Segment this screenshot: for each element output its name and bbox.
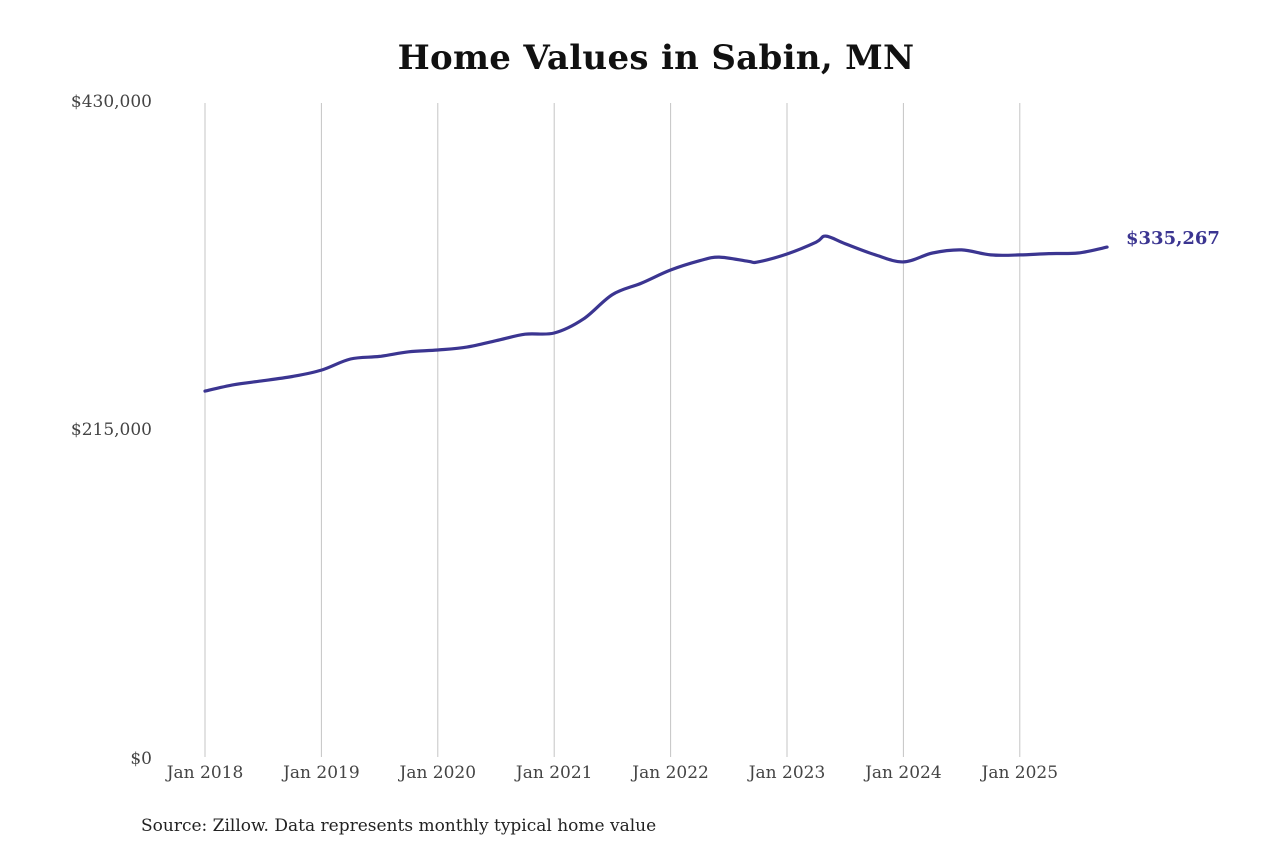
vertical-gridlines	[204, 103, 1021, 757]
home-value-line	[203, 234, 1109, 393]
latest-value-label: $335,267	[1126, 228, 1220, 249]
x-tick-label: Jan 2023	[748, 763, 826, 783]
x-tick-label: Jan 2018	[166, 763, 244, 783]
x-tick-label: Jan 2022	[632, 763, 709, 783]
x-tick-label: Jan 2020	[399, 763, 477, 783]
source-note: Source: Zillow. Data represents monthly …	[141, 816, 657, 836]
y-tick-label-zero: $0	[130, 749, 152, 769]
chart-title: Home Values in Sabin, MN	[397, 38, 915, 78]
x-tick-label: Jan 2019	[283, 763, 360, 783]
x-tick-label: Jan 2021	[515, 763, 593, 783]
x-tick-label: Jan 2025	[981, 763, 1059, 783]
y-tick-label-max: $430,000	[70, 92, 152, 112]
y-tick-label-mid: $215,000	[70, 420, 152, 440]
x-tick-label: Jan 2024	[865, 763, 942, 783]
